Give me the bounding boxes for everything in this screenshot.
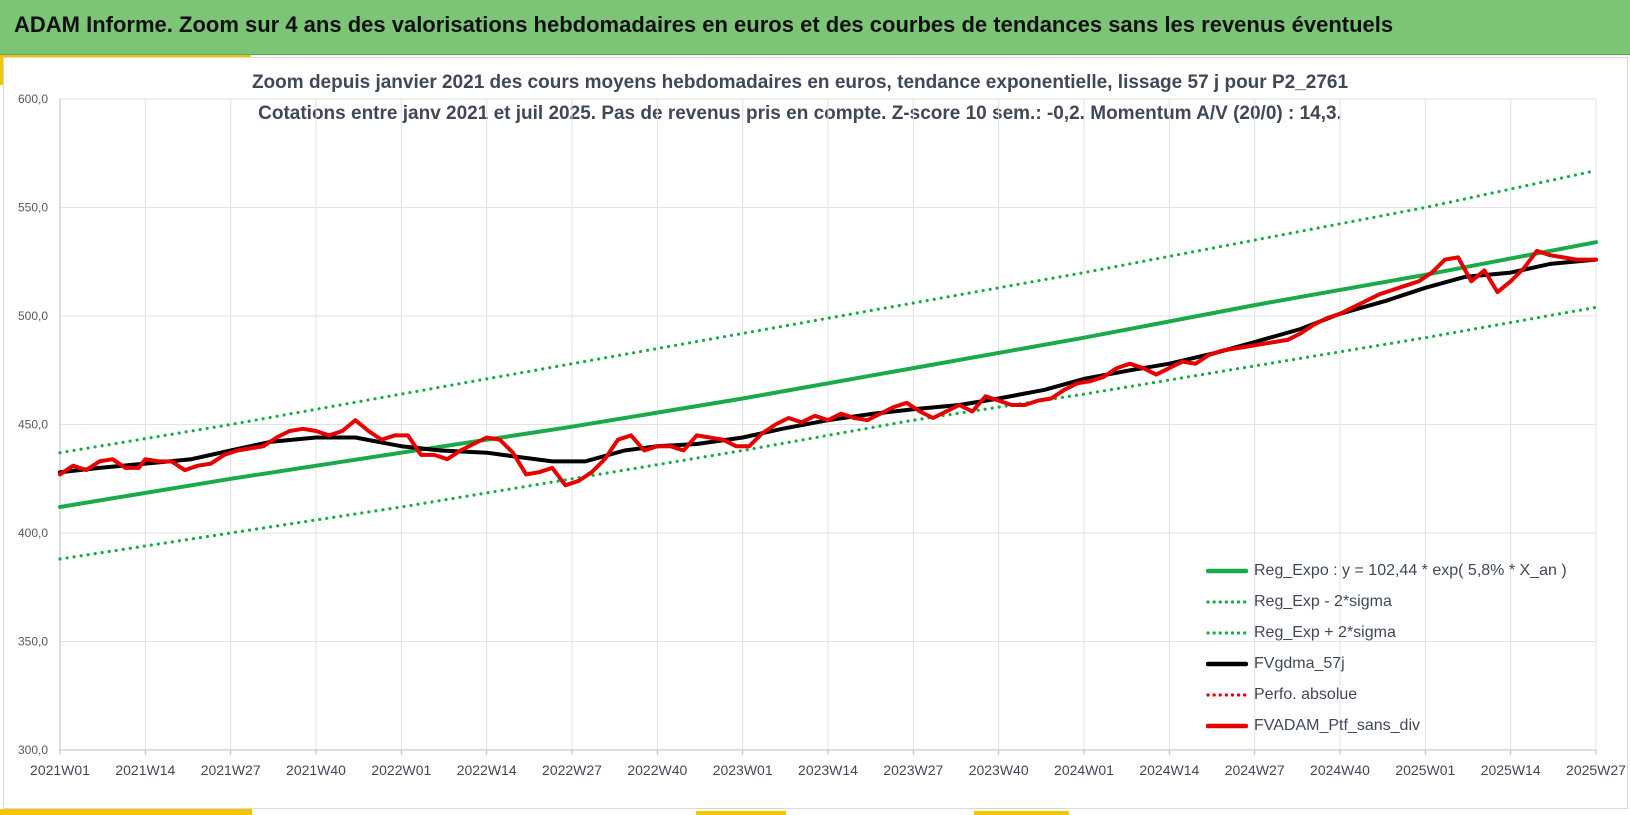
legend-label: FVgdma_57j — [1254, 654, 1345, 672]
x-tick-label: 2024W40 — [1310, 762, 1370, 778]
x-tick-label: 2022W01 — [371, 762, 431, 778]
x-tick-label: 2022W40 — [627, 762, 687, 778]
legend-swatch — [1206, 599, 1248, 604]
legend-item: FVgdma_57j — [1206, 648, 1616, 679]
y-tick-label: 350,0 — [18, 635, 48, 649]
legend-swatch — [1206, 661, 1248, 666]
y-tick-label: 500,0 — [18, 309, 48, 323]
x-tick-label: 2022W14 — [457, 762, 517, 778]
accent-bar-bottom-right — [974, 811, 1069, 815]
y-tick-label: 550,0 — [18, 201, 48, 215]
legend-item: Perfo. absolue — [1206, 679, 1616, 710]
header-bar: ADAM Informe. Zoom sur 4 ans des valoris… — [0, 0, 1630, 55]
legend-swatch — [1206, 723, 1248, 728]
chart-legend: Reg_Expo : y = 102,44 * exp( 5,8% * X_an… — [1206, 555, 1616, 741]
x-tick-label: 2025W27 — [1566, 762, 1626, 778]
x-tick-label: 2023W01 — [713, 762, 773, 778]
legend-label: Perfo. absolue — [1254, 685, 1358, 703]
x-tick-label: 2025W01 — [1395, 762, 1455, 778]
chart-frame — [3, 57, 1628, 809]
accent-bar-bottom-mid — [696, 811, 786, 815]
series-line-2 — [58, 169, 1598, 455]
x-tick-label: 2023W27 — [883, 762, 943, 778]
y-tick-label: 450,0 — [18, 418, 48, 432]
legend-item: Reg_Expo : y = 102,44 * exp( 5,8% * X_an… — [1206, 555, 1616, 586]
chart-title: Zoom depuis janvier 2021 des cours moyen… — [251, 72, 1349, 93]
series-line-5 — [58, 248, 1598, 488]
y-tick-label: 400,0 — [18, 526, 48, 540]
legend-swatch — [1206, 692, 1248, 697]
legend-item: Reg_Exp - 2*sigma — [1206, 586, 1616, 617]
x-tick-label: 2024W14 — [1139, 762, 1199, 778]
legend-item: Reg_Exp + 2*sigma — [1206, 617, 1616, 648]
x-tick-label: 2024W27 — [1225, 762, 1285, 778]
x-tick-label: 2023W40 — [969, 762, 1029, 778]
x-tick-label: 2022W27 — [542, 762, 602, 778]
legend-label: Reg_Expo : y = 102,44 * exp( 5,8% * X_an… — [1254, 561, 1567, 579]
y-tick-label: 300,0 — [18, 743, 48, 757]
chart-subtitle: Cotations entre janv 2021 et juil 2025. … — [258, 103, 1342, 124]
accent-bar-left-edge — [0, 55, 4, 85]
page-title: ADAM Informe. Zoom sur 4 ans des valoris… — [14, 12, 1394, 37]
legend-swatch — [1206, 568, 1248, 573]
x-tick-label: 2021W40 — [286, 762, 346, 778]
legend-swatch — [1206, 630, 1248, 635]
y-tick-label: 600,0 — [18, 92, 48, 106]
x-tick-label: 2021W01 — [30, 762, 90, 778]
legend-label: Reg_Exp + 2*sigma — [1254, 623, 1396, 641]
accent-bar-bottom — [0, 809, 252, 815]
x-tick-label: 2024W01 — [1054, 762, 1114, 778]
x-tick-label: 2023W14 — [798, 762, 858, 778]
legend-item: FVADAM_Ptf_sans_div — [1206, 710, 1616, 741]
x-tick-label: 2021W27 — [201, 762, 261, 778]
x-tick-label: 2021W14 — [115, 762, 175, 778]
series-line-0 — [58, 240, 1598, 509]
legend-label: Reg_Exp - 2*sigma — [1254, 592, 1392, 610]
x-tick-label: 2025W14 — [1481, 762, 1541, 778]
legend-label: FVADAM_Ptf_sans_div — [1254, 716, 1420, 734]
